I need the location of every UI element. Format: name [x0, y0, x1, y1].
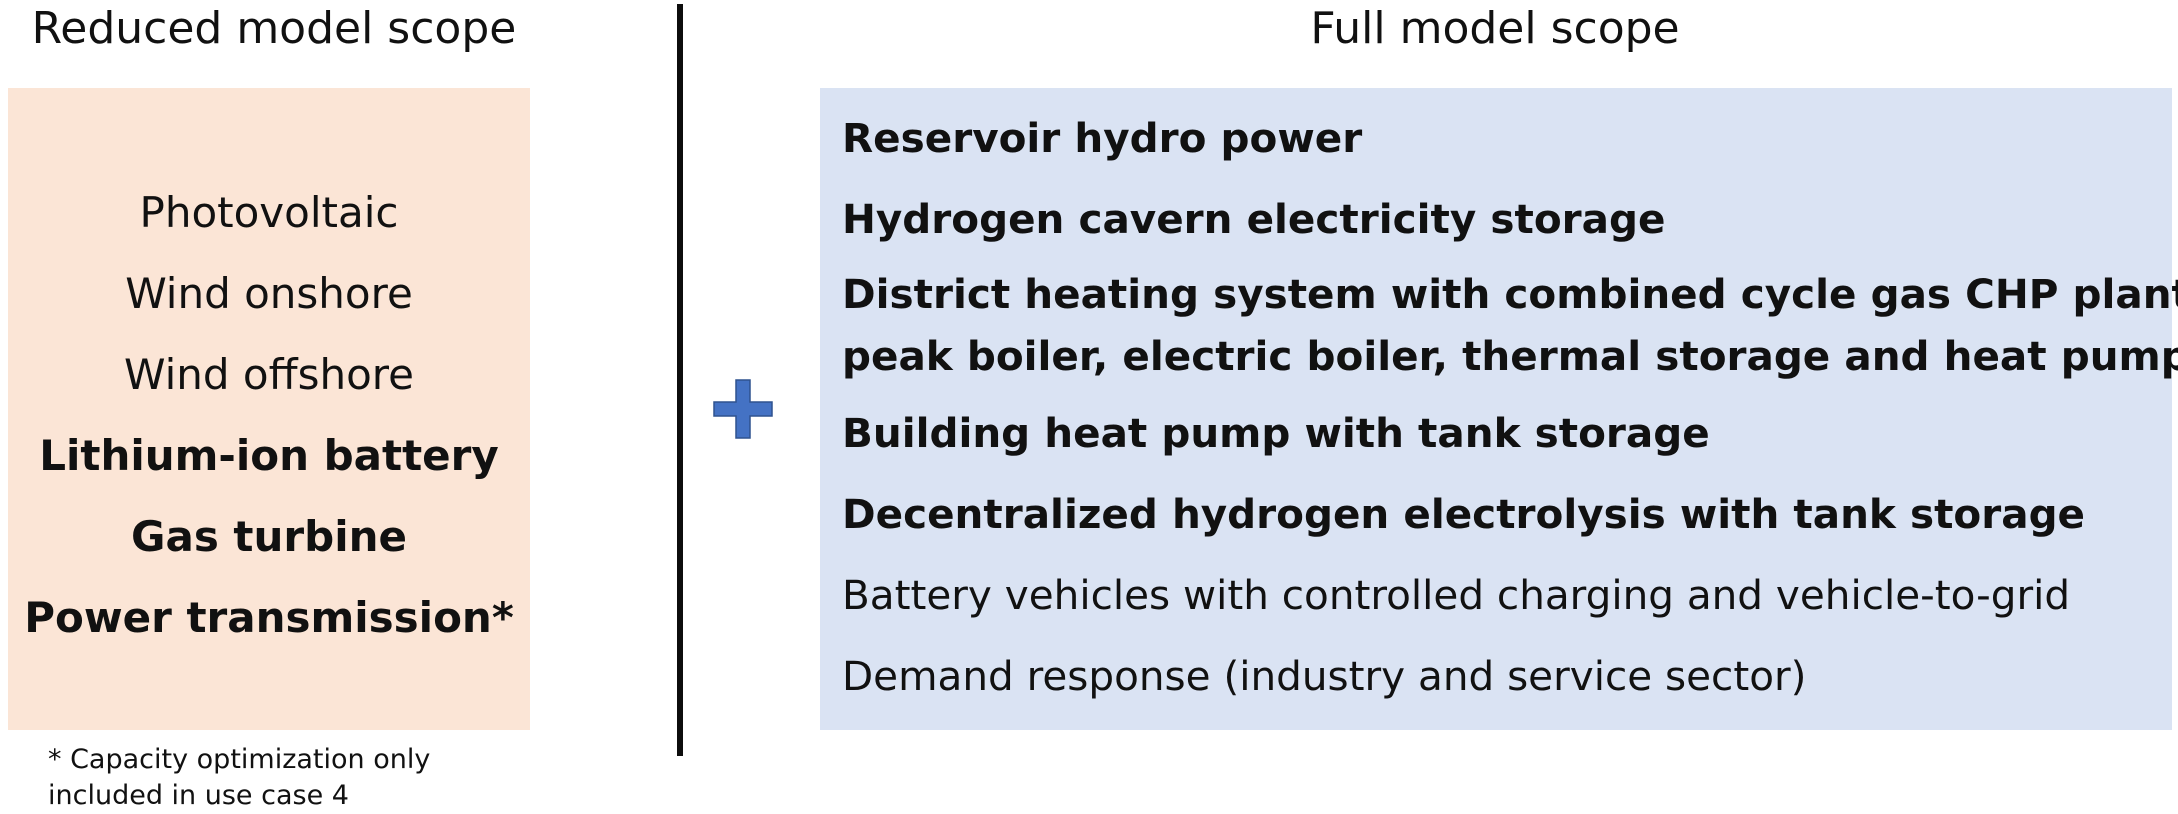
full-item-reservoir-hydro: Reservoir hydro power [842, 114, 1363, 162]
full-item-district-heating: District heating system with combined cy… [842, 260, 2178, 393]
reduced-item-gas-turbine: Gas turbine [131, 512, 407, 561]
full-item-hydrogen-electrolysis: Decentralized hydrogen electrolysis with… [842, 490, 2086, 538]
reduced-item-wind-onshore: Wind onshore [125, 269, 413, 318]
full-scope-heading: Full model scope [1310, 3, 1680, 54]
scope-divider [677, 4, 683, 756]
district-heating-line-1: District heating system with combined cy… [842, 270, 2178, 318]
full-item-building-heat-pump: Building heat pump with tank storage [842, 409, 1710, 457]
plus-icon [713, 379, 773, 439]
reduced-item-photovoltaic: Photovoltaic [139, 188, 399, 237]
district-heating-line-2: peak boiler, electric boiler, thermal st… [842, 332, 2178, 380]
footnote-line-2: included in use case 4 [48, 780, 349, 811]
reduced-scope-list: Photovoltaic Wind onshore Wind offshore … [8, 172, 530, 658]
reduced-item-power-transmission: Power transmission* [24, 593, 514, 642]
reduced-item-lithium-ion-battery: Lithium-ion battery [39, 431, 499, 480]
full-scope-box: Reservoir hydro power Hydrogen cavern el… [820, 88, 2178, 730]
reduced-scope-heading: Reduced model scope [31, 3, 517, 54]
reduced-scope-box: Photovoltaic Wind onshore Wind offshore … [8, 88, 530, 730]
full-item-battery-vehicles: Battery vehicles with controlled chargin… [842, 571, 2071, 619]
full-scope-list: Reservoir hydro power Hydrogen cavern el… [842, 98, 2178, 717]
footnote-line-1: * Capacity optimization only [48, 744, 431, 775]
footnote: * Capacity optimization only included in… [48, 742, 568, 814]
full-item-hydrogen-cavern: Hydrogen cavern electricity storage [842, 195, 1666, 243]
reduced-item-wind-offshore: Wind offshore [124, 350, 414, 399]
full-item-demand-response: Demand response (industry and service se… [842, 652, 1807, 700]
